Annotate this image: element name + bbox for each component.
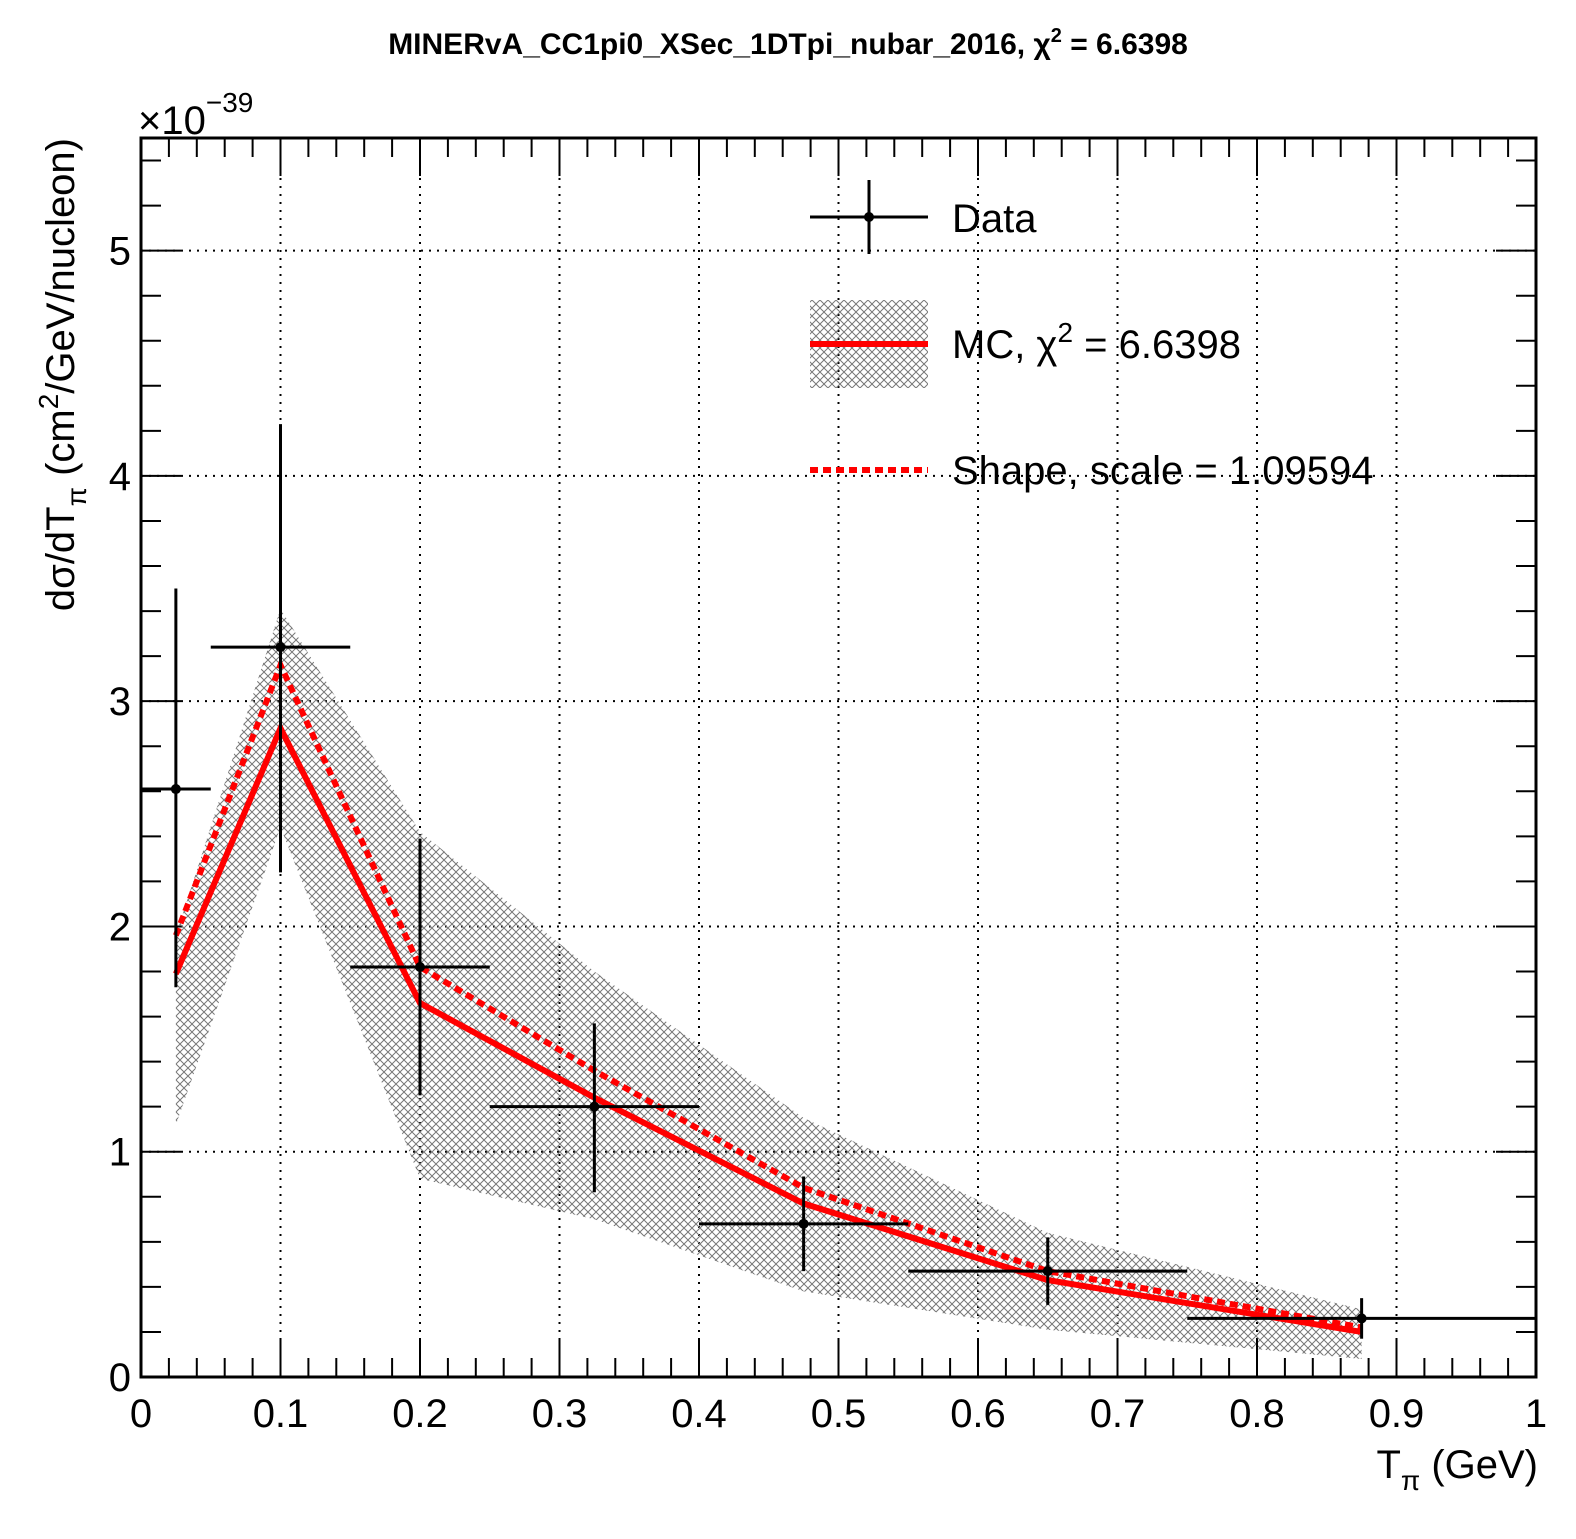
x-tick-label: 0 bbox=[130, 1392, 152, 1436]
data-point bbox=[699, 1176, 909, 1272]
legend-label-data: Data bbox=[952, 197, 1037, 241]
x-tick-label: 0.6 bbox=[950, 1392, 1006, 1436]
y-tick-label: 2 bbox=[109, 905, 131, 949]
data-marker bbox=[415, 962, 425, 973]
y-axis-multiplier: ×10−39 bbox=[138, 87, 253, 143]
legend-entry-shape: Shape, scale = 1.09594 bbox=[810, 449, 1373, 493]
data-marker bbox=[798, 1218, 809, 1229]
data-marker bbox=[1356, 1313, 1367, 1324]
y-axis-label: dσ/dTπ (cm2/GeV/nucleon) bbox=[33, 138, 92, 611]
axes: 0 0.1 0.2 0.3 0.4 0.5 0.6 0.7 0.8 0.9 1 0 1 2 3 4 5 bbox=[109, 136, 1547, 1436]
x-tick-label: 0.8 bbox=[1229, 1392, 1285, 1436]
x-tick-label: 0.1 bbox=[253, 1392, 309, 1436]
legend-entry-mc: MC, χ2 = 6.6398 bbox=[810, 300, 1241, 388]
data-points bbox=[141, 424, 1536, 1339]
mc-uncertainty-band bbox=[175, 608, 1362, 1359]
y-tick-label: 3 bbox=[109, 680, 131, 724]
y-tick-label: 5 bbox=[109, 230, 131, 274]
data-marker bbox=[170, 784, 181, 795]
x-tick-label: 0.4 bbox=[671, 1392, 727, 1436]
x-tick-label: 0.2 bbox=[392, 1392, 448, 1436]
mc-band-area bbox=[175, 608, 1362, 1359]
legend-label-mc: MC, χ2 = 6.6398 bbox=[952, 317, 1241, 367]
legend: Data MC, χ2 = 6.6398 Shape, scale = 1.09… bbox=[810, 180, 1373, 493]
y-tick-label: 0 bbox=[109, 1356, 131, 1400]
legend-label-shape: Shape, scale = 1.09594 bbox=[952, 449, 1373, 493]
data-point bbox=[908, 1237, 1188, 1305]
data-point bbox=[350, 838, 490, 1096]
data-marker bbox=[589, 1101, 600, 1112]
x-tick-label: 0.5 bbox=[811, 1392, 867, 1436]
data-point bbox=[489, 1023, 699, 1193]
x-axis-label: Tπ (GeV) bbox=[1376, 1443, 1538, 1496]
chart-title: MINERvA_CC1pi0_XSec_1DTpi_nubar_2016, χ2… bbox=[388, 25, 1188, 61]
data-point bbox=[1187, 1298, 1536, 1339]
data-point bbox=[210, 424, 351, 873]
x-tick-label: 0.3 bbox=[532, 1392, 588, 1436]
x-tick-label: 1 bbox=[1525, 1392, 1547, 1436]
x-tick-label: 0.7 bbox=[1090, 1392, 1146, 1436]
y-tick-label: 4 bbox=[109, 455, 131, 499]
data-point bbox=[141, 588, 211, 988]
legend-entry-data: Data bbox=[810, 180, 1037, 254]
data-marker bbox=[275, 642, 286, 653]
y-tick-label: 1 bbox=[109, 1131, 131, 1175]
data-marker bbox=[1042, 1266, 1053, 1277]
x-tick-label: 0.9 bbox=[1369, 1392, 1425, 1436]
